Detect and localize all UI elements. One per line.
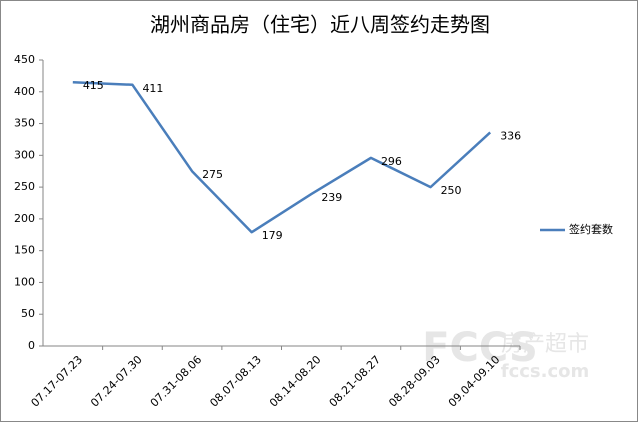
y-tick-label: 50 bbox=[21, 307, 35, 320]
watermark-site: fccs.com bbox=[501, 361, 590, 382]
line bbox=[72, 80, 492, 234]
y-tick-label: 250 bbox=[14, 180, 35, 193]
y-tick-label: 350 bbox=[14, 117, 35, 130]
y-tick-label: 100 bbox=[14, 275, 35, 288]
data-label: 296 bbox=[381, 155, 402, 168]
data-label: 411 bbox=[142, 82, 163, 95]
y-tick-label: 150 bbox=[14, 244, 35, 257]
data-label: 415 bbox=[83, 79, 104, 92]
data-label: 250 bbox=[441, 184, 462, 197]
chart-title: 湖州商品房（住宅）近八周签约走势图 bbox=[150, 13, 490, 37]
y-tick-label: 0 bbox=[28, 339, 35, 352]
watermark-name: 房产超市 bbox=[501, 332, 589, 357]
data-label: 179 bbox=[262, 229, 283, 242]
watermark-logo: FCCS bbox=[422, 325, 538, 371]
data-label: 336 bbox=[500, 129, 521, 142]
y-tick-label: 450 bbox=[14, 53, 35, 66]
y-tick-label: 400 bbox=[14, 85, 35, 98]
data-label: 239 bbox=[321, 191, 342, 204]
legend-label: 签约套数 bbox=[569, 222, 613, 236]
y-tick-label: 200 bbox=[14, 212, 35, 225]
y-tick-label: 300 bbox=[14, 148, 35, 161]
data-label: 275 bbox=[202, 168, 223, 181]
